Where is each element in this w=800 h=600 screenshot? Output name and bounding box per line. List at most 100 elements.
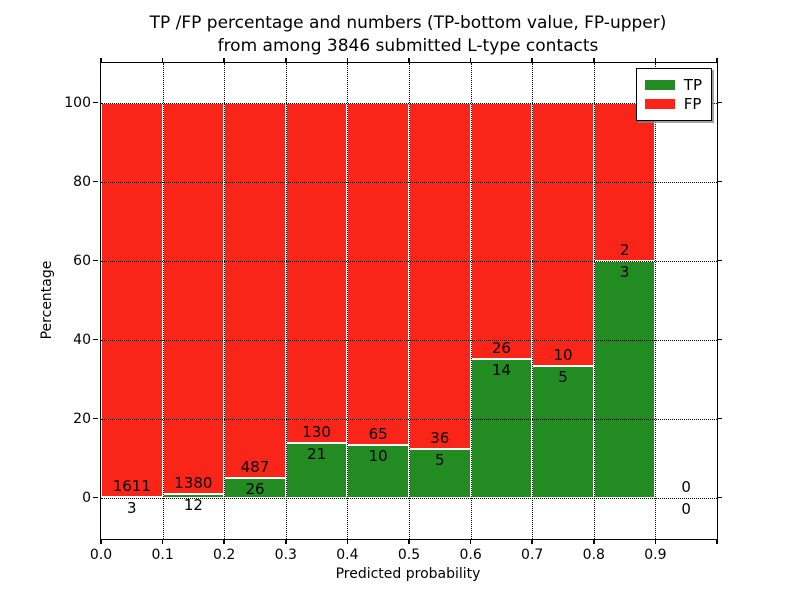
x-tick-label-0.8: 0.8	[582, 547, 605, 563]
x-tick-label-0.9: 0.9	[644, 547, 667, 563]
y-tick-right-60	[717, 259, 722, 262]
x-tick-top-0.6	[469, 58, 472, 63]
y-tick-left-80	[93, 180, 98, 183]
x-tick-bottom-0.7	[531, 539, 533, 544]
x-tick-label-0.1: 0.1	[151, 547, 174, 563]
x-tick-label-0.3: 0.3	[274, 547, 297, 563]
x-tick-bottom-0.5	[408, 539, 410, 544]
x-tick-bottom-0.8	[593, 539, 595, 544]
tp-count-label-bin5: 5	[435, 451, 445, 470]
tp-count-label-bin2: 26	[245, 479, 265, 498]
tp-count-label-bin4: 10	[368, 446, 388, 465]
fp-count-label-bin7: 10	[553, 345, 573, 364]
bar-segment-tp-bin6	[470, 359, 533, 498]
x-tick-top-0.5	[408, 58, 410, 63]
chart-title: TP /FP percentage and numbers (TP-bottom…	[100, 12, 716, 58]
fp-count-label-bin6: 26	[491, 339, 511, 358]
y-tick-label-100: 100	[64, 94, 91, 111]
tp-count-label-bin3: 21	[307, 444, 327, 463]
gridline-x-0.9	[655, 63, 657, 539]
y-axis-label: Percentage	[39, 260, 55, 340]
x-tick-top-0.0	[100, 58, 102, 63]
x-tick-label-0.0: 0.0	[89, 547, 113, 563]
gridline-x-0.3	[285, 63, 287, 539]
y-tick-right-0	[717, 496, 722, 499]
gridline-x-0.5	[409, 63, 410, 539]
fp-count-label-bin1: 1380	[174, 474, 213, 493]
plot-area: TP FP 0.0 0.1 0.2 0.3 0.4 0.5 0.6 0.7 0.8 0.9 0 20 40…	[64, 58, 722, 563]
fp-count-label-bin9: 0	[681, 477, 691, 496]
x-tick-top-0.1	[161, 58, 164, 63]
gridline-x-0.6	[470, 63, 472, 539]
bar-segment-fp-bin4	[347, 102, 409, 445]
bar-segment-tp-bin3	[285, 442, 348, 498]
bar-segment-fp-bin7	[532, 102, 594, 366]
y-tick-label-60: 60	[73, 252, 91, 269]
x-tick-top-0.9	[654, 58, 657, 63]
bar-segment-tp-bin7	[532, 365, 594, 498]
x-tick-bottom-0.1	[161, 539, 164, 544]
bar-segment-fp-bin0	[101, 102, 163, 497]
y-tick-left-20	[93, 417, 98, 420]
x-tick-label-0.5: 0.5	[397, 547, 421, 563]
bar-segment-fp-bin1	[162, 102, 225, 495]
fp-count-label-bin2: 487	[240, 457, 270, 476]
bar-segment-fp-bin3	[285, 102, 348, 443]
x-tick-top-0.4	[346, 58, 349, 63]
bar-segment-tp-bin5	[409, 449, 471, 498]
tp-count-label-bin7: 5	[558, 367, 568, 386]
bar-segment-tp-bin4	[347, 444, 409, 498]
gridline-x-0.1	[162, 63, 164, 539]
x-tick-bottom-0.3	[285, 539, 287, 544]
bar-segment-tp-bin8	[593, 260, 656, 498]
fp-count-label-bin5: 36	[430, 429, 450, 448]
x-tick-label-0.7: 0.7	[521, 547, 544, 563]
bar-segment-fp-bin6	[470, 102, 533, 360]
bar-segment-fp-bin5	[409, 102, 471, 450]
legend-row-tp: TP	[644, 76, 702, 94]
gridline-x-0.4	[347, 63, 349, 539]
fp-count-label-bin3: 130	[302, 422, 331, 441]
x-tick-top-0.8	[593, 58, 595, 63]
legend-row-fp: FP	[644, 96, 702, 112]
x-tick-bottom-0.4	[346, 539, 349, 544]
y-tick-label-40: 40	[73, 331, 91, 348]
gridline-x-0.8	[593, 63, 595, 539]
tp-count-label-bin8: 3	[619, 262, 630, 281]
x-tick-bottom-0.9	[654, 539, 657, 544]
legend: TP FP	[635, 68, 712, 121]
fp-count-label-bin0: 1611	[112, 476, 151, 495]
y-tick-left-40	[93, 338, 98, 341]
legend-swatch-fp	[644, 99, 675, 109]
y-tick-left-0	[93, 496, 98, 499]
tp-count-label-bin1: 12	[183, 496, 203, 515]
y-tick-right-100	[717, 101, 722, 104]
y-tick-right-40	[717, 338, 722, 341]
y-tick-label-0: 0	[82, 489, 91, 506]
x-tick-top-0.2	[223, 58, 225, 63]
x-tick-bottom-0.0	[100, 539, 102, 544]
legend-label-tp: TP	[683, 76, 702, 94]
x-tick-bottom-0.6	[469, 539, 472, 544]
x-tick-top-0.7	[531, 58, 533, 63]
y-tick-label-20: 20	[73, 410, 91, 427]
x-tick-top-0.3	[285, 58, 287, 63]
x-tick-label-0.6: 0.6	[459, 547, 482, 563]
x-axis-label: Predicted probability	[335, 566, 481, 582]
legend-swatch-tp	[644, 80, 675, 90]
fp-count-label-bin4: 65	[368, 424, 388, 443]
y-tick-right-20	[717, 417, 722, 420]
y-tick-right-80	[717, 180, 722, 183]
y-tick-left-100	[93, 101, 98, 104]
x-tick-label-0.2: 0.2	[213, 547, 236, 563]
x-tick-bottom-1	[716, 539, 718, 544]
y-tick-left-60	[93, 259, 98, 262]
gridline-x-0.2	[224, 63, 226, 539]
chart-title-line2: from among 3846 submitted L-type contact…	[217, 36, 599, 56]
x-tick-bottom-0.2	[223, 539, 225, 544]
y-tick-label-80: 80	[73, 173, 91, 190]
chart-title-line1: TP /FP percentage and numbers (TP-bottom…	[149, 13, 667, 33]
tp-count-label-bin0: 3	[127, 498, 137, 517]
tp-count-label-bin6: 14	[491, 361, 511, 380]
